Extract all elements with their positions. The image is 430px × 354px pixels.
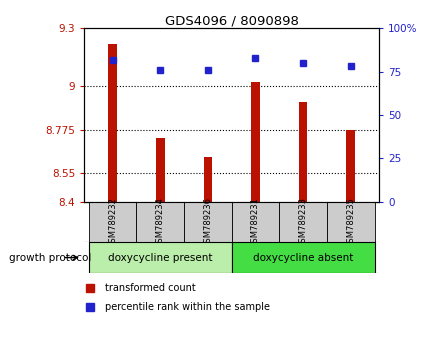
- Text: doxycycline present: doxycycline present: [108, 252, 212, 263]
- Bar: [346, 130, 354, 202]
- FancyBboxPatch shape: [326, 202, 374, 242]
- Text: percentile rank within the sample: percentile rank within the sample: [104, 302, 269, 312]
- Text: GSM789233: GSM789233: [298, 196, 307, 248]
- Text: transformed count: transformed count: [104, 283, 195, 293]
- Bar: [203, 158, 212, 202]
- Text: growth protocol: growth protocol: [9, 252, 91, 263]
- Bar: [251, 82, 259, 202]
- Bar: [108, 44, 117, 202]
- FancyBboxPatch shape: [89, 242, 231, 273]
- Bar: [298, 102, 307, 202]
- Text: doxycycline absent: doxycycline absent: [252, 252, 353, 263]
- Title: GDS4096 / 8090898: GDS4096 / 8090898: [164, 14, 298, 27]
- FancyBboxPatch shape: [279, 202, 326, 242]
- Text: GSM789236: GSM789236: [203, 196, 212, 248]
- FancyBboxPatch shape: [231, 242, 374, 273]
- Text: GSM789235: GSM789235: [345, 197, 354, 247]
- Text: GSM789232: GSM789232: [108, 197, 117, 247]
- FancyBboxPatch shape: [89, 202, 136, 242]
- Text: GSM789234: GSM789234: [155, 197, 164, 247]
- Bar: [156, 138, 164, 202]
- Text: GSM789231: GSM789231: [250, 197, 259, 247]
- FancyBboxPatch shape: [136, 202, 184, 242]
- FancyBboxPatch shape: [231, 202, 279, 242]
- FancyBboxPatch shape: [184, 202, 231, 242]
